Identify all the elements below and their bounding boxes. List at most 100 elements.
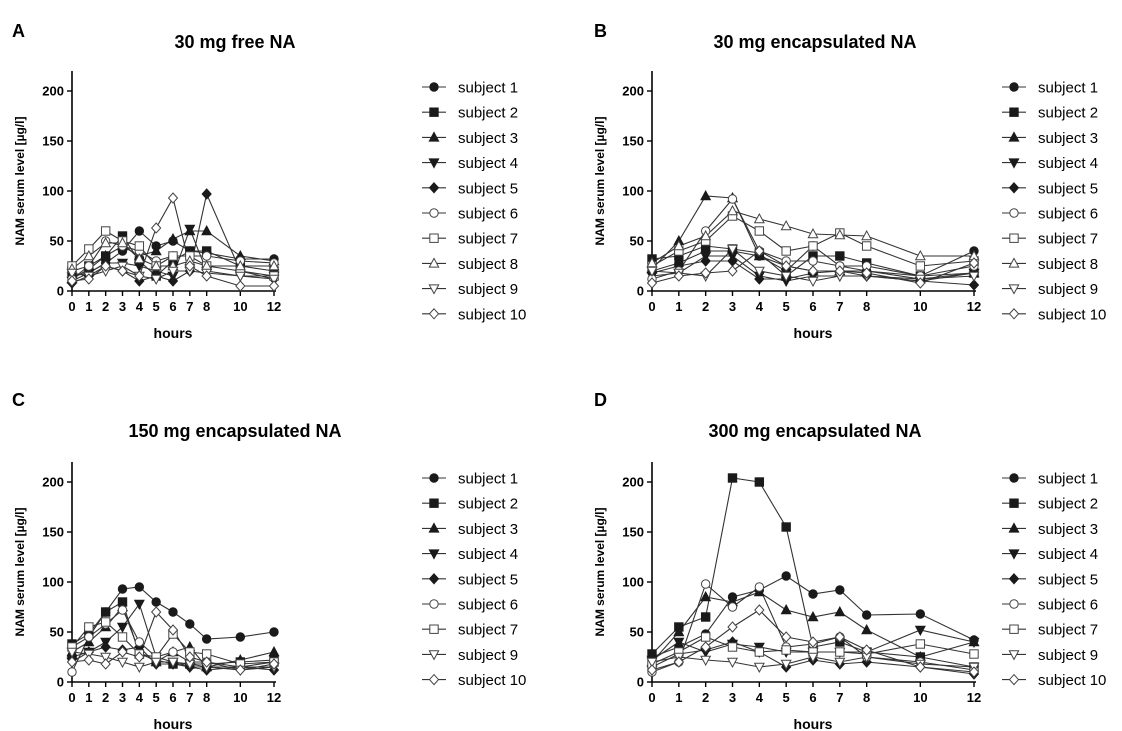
data-point (201, 270, 212, 282)
data-point (754, 226, 765, 236)
legend-label: subject 2 (458, 105, 518, 122)
x-tick-label: 6 (809, 690, 816, 705)
data-point (700, 267, 711, 279)
data-point (268, 274, 280, 286)
x-tick-label: 5 (153, 690, 160, 705)
data-point (646, 256, 658, 268)
x-tick-label: 2 (702, 299, 709, 314)
y-tick-label: 150 (42, 525, 64, 540)
data-point (151, 597, 161, 607)
series-points-subject-8 (646, 204, 980, 268)
legend-marker (1009, 473, 1019, 483)
data-point (834, 265, 846, 277)
x-tick-label: 1 (85, 299, 92, 314)
y-tick-label: 150 (622, 134, 644, 149)
legend-item-subject-4: subject 4 (422, 155, 518, 172)
data-point (915, 661, 926, 673)
legend-marker (428, 182, 440, 194)
data-point (673, 637, 685, 649)
x-tick-label: 10 (913, 690, 927, 705)
x-axis-label: hours (794, 716, 833, 731)
legend-item-subject-5: subject 5 (422, 180, 518, 197)
data-point (269, 627, 279, 637)
x-tick-label: 1 (85, 690, 92, 705)
x-tick-label: 5 (153, 299, 160, 314)
data-point (700, 612, 711, 622)
data-point (726, 204, 739, 216)
data-point (268, 645, 280, 657)
legend-label: subject 9 (1038, 281, 1098, 298)
data-point (201, 188, 212, 200)
panel-letter: D (594, 390, 607, 410)
legend-marker (1008, 257, 1020, 268)
series-points-subject-10 (66, 606, 280, 676)
data-point (646, 266, 658, 278)
legend-label: subject 9 (458, 647, 518, 664)
data-point (100, 658, 111, 670)
x-tick-label: 7 (836, 299, 843, 314)
legend-marker (1008, 158, 1020, 169)
legend-label: subject 1 (1038, 80, 1098, 97)
legend-label: subject 10 (458, 306, 526, 323)
legend-item-subject-3: subject 3 (422, 130, 518, 147)
legend-label: subject 5 (1038, 571, 1098, 588)
data-point (134, 226, 145, 236)
x-tick-label: 7 (836, 690, 843, 705)
legend-marker (429, 208, 439, 218)
x-tick-label: 3 (119, 690, 126, 705)
legend-item-subject-4: subject 4 (1002, 546, 1098, 563)
data-point (235, 664, 246, 676)
legend-marker (1008, 131, 1020, 142)
legend-label: subject 4 (1038, 546, 1098, 563)
y-tick-label: 50 (630, 234, 644, 249)
data-point (834, 657, 846, 669)
legend-item-subject-5: subject 5 (1002, 571, 1098, 588)
data-point (969, 649, 979, 659)
legend-label: subject 7 (458, 231, 518, 248)
data-point (861, 267, 872, 279)
data-point (167, 624, 179, 636)
data-point (700, 229, 712, 241)
legend-item-subject-6: subject 6 (422, 597, 518, 614)
legend-label: subject 3 (458, 521, 518, 538)
data-point (781, 571, 791, 581)
data-point (807, 227, 819, 239)
data-point (968, 279, 980, 291)
legend-item-subject-3: subject 3 (1002, 130, 1098, 147)
legend-item-subject-7: subject 7 (1002, 231, 1098, 248)
data-point (133, 252, 145, 264)
x-tick-label: 10 (233, 299, 247, 314)
data-point (66, 275, 78, 287)
data-point (150, 222, 162, 234)
y-tick-label: 0 (57, 675, 64, 690)
data-point (807, 265, 819, 277)
legend-item-subject-3: subject 3 (1002, 521, 1098, 538)
x-tick-label: 8 (203, 690, 210, 705)
legend-item-subject-10: subject 10 (422, 306, 526, 323)
panel-letter: A (12, 21, 25, 41)
x-axis-label: hours (154, 716, 193, 731)
data-point (234, 271, 246, 283)
data-point (100, 641, 111, 653)
legend-label: subject 6 (1038, 206, 1098, 223)
y-tick-label: 50 (50, 234, 64, 249)
data-point (83, 654, 95, 666)
data-point (646, 657, 658, 669)
legend-marker (1009, 599, 1019, 609)
data-point (700, 590, 712, 602)
legend-label: subject 2 (1038, 496, 1098, 513)
data-point (780, 271, 792, 283)
data-point (700, 632, 711, 642)
data-point (167, 275, 179, 287)
y-tick-label: 100 (42, 184, 64, 199)
data-point (727, 642, 738, 652)
data-point (185, 619, 195, 629)
data-point (201, 251, 212, 261)
legend-marker (1009, 208, 1019, 218)
legend-item-subject-1: subject 1 (422, 80, 518, 97)
data-point (134, 637, 145, 647)
data-point (66, 647, 78, 659)
data-point (861, 229, 873, 241)
